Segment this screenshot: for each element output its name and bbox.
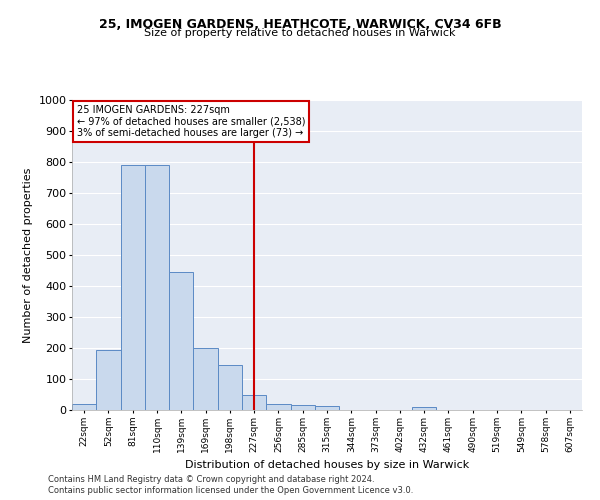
Bar: [266, 404, 290, 410]
Bar: [218, 365, 242, 410]
Bar: [242, 394, 266, 410]
Text: Contains HM Land Registry data © Crown copyright and database right 2024.: Contains HM Land Registry data © Crown c…: [48, 475, 374, 484]
Bar: [315, 406, 339, 410]
Bar: [121, 165, 145, 410]
Bar: [145, 165, 169, 410]
Text: Size of property relative to detached houses in Warwick: Size of property relative to detached ho…: [144, 28, 456, 38]
Text: Contains public sector information licensed under the Open Government Licence v3: Contains public sector information licen…: [48, 486, 413, 495]
Text: 25, IMOGEN GARDENS, HEATHCOTE, WARWICK, CV34 6FB: 25, IMOGEN GARDENS, HEATHCOTE, WARWICK, …: [98, 18, 502, 30]
Y-axis label: Number of detached properties: Number of detached properties: [23, 168, 33, 342]
Bar: [193, 348, 218, 410]
Bar: [412, 407, 436, 410]
Bar: [290, 406, 315, 410]
X-axis label: Distribution of detached houses by size in Warwick: Distribution of detached houses by size …: [185, 460, 469, 470]
Bar: [72, 404, 96, 410]
Bar: [96, 350, 121, 410]
Text: 25 IMOGEN GARDENS: 227sqm
← 97% of detached houses are smaller (2,538)
3% of sem: 25 IMOGEN GARDENS: 227sqm ← 97% of detac…: [77, 104, 305, 138]
Bar: [169, 272, 193, 410]
